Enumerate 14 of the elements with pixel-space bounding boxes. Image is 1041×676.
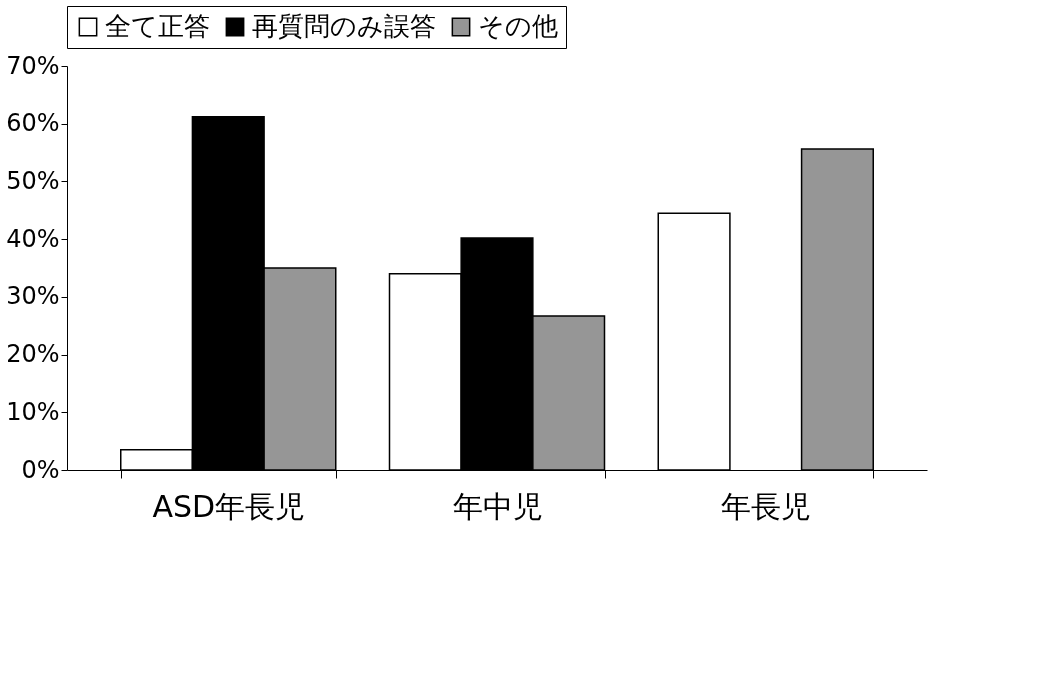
y-tick-label: 10% (6, 397, 60, 426)
y-tick-label: 0% (21, 455, 60, 484)
x-tick-label: 年中児 (452, 488, 543, 524)
y-tick-label: 60% (6, 109, 60, 138)
x-tick-label: ASD年長児 (152, 488, 306, 524)
y-tick-label: 20% (6, 340, 60, 369)
legend-label: 再質問のみ誤答 (252, 11, 436, 41)
legend-label: 全て正答 (105, 11, 210, 41)
y-tick-label: 50% (6, 166, 60, 195)
y-tick-label: 70% (6, 51, 60, 80)
legend-label: その他 (478, 11, 558, 41)
y-tick-label: 40% (6, 224, 60, 253)
x-tick-label: 年長児 (721, 488, 812, 524)
y-tick-label: 30% (6, 282, 60, 311)
